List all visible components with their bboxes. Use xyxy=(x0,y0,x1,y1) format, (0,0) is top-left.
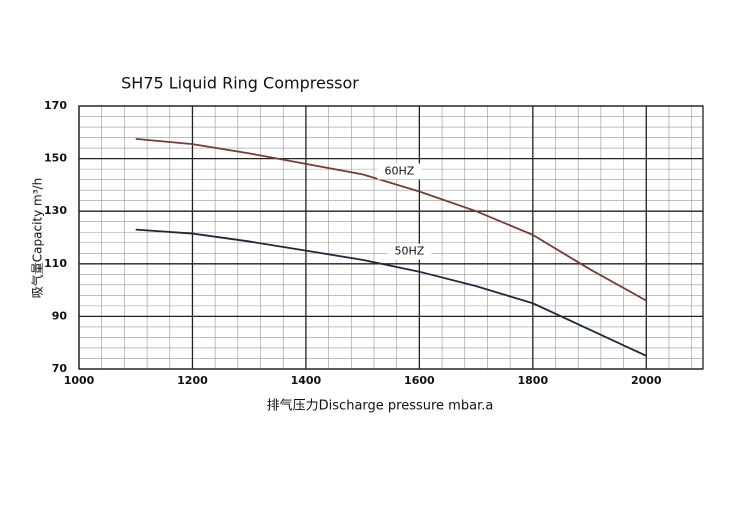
x-tick-label: 1400 xyxy=(291,374,322,387)
y-tick-label: 110 xyxy=(44,257,67,270)
plot-frame xyxy=(78,105,704,370)
series-label-bg xyxy=(387,243,432,260)
y-tick-label: 150 xyxy=(44,152,67,165)
x-tick-label: 1000 xyxy=(64,374,95,387)
y-axis-label: 吸气量Capacity m³/h xyxy=(30,178,45,298)
x-tick-label: 1600 xyxy=(404,374,435,387)
y-tick-label: 70 xyxy=(52,362,68,375)
x-axis-label: 排气压力Discharge pressure mbar.a xyxy=(267,398,494,414)
y-tick-label: 130 xyxy=(44,204,67,217)
x-tick-label: 2000 xyxy=(631,374,662,387)
y-tick-label: 170 xyxy=(44,99,67,112)
series-line xyxy=(135,228,647,357)
y-tick-label: 90 xyxy=(52,309,68,322)
chart-title: SH75 Liquid Ring Compressor xyxy=(121,74,359,93)
series-label-bg xyxy=(377,163,422,180)
series-label: 60HZ xyxy=(384,164,414,177)
x-tick-label: 1800 xyxy=(518,374,549,387)
series-line xyxy=(135,137,647,302)
x-tick-label: 1200 xyxy=(177,374,208,387)
series-label: 50HZ xyxy=(394,245,424,258)
